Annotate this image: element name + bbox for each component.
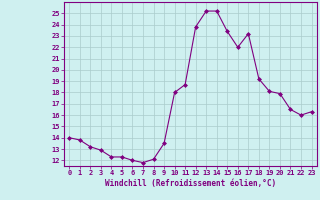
- X-axis label: Windchill (Refroidissement éolien,°C): Windchill (Refroidissement éolien,°C): [105, 179, 276, 188]
